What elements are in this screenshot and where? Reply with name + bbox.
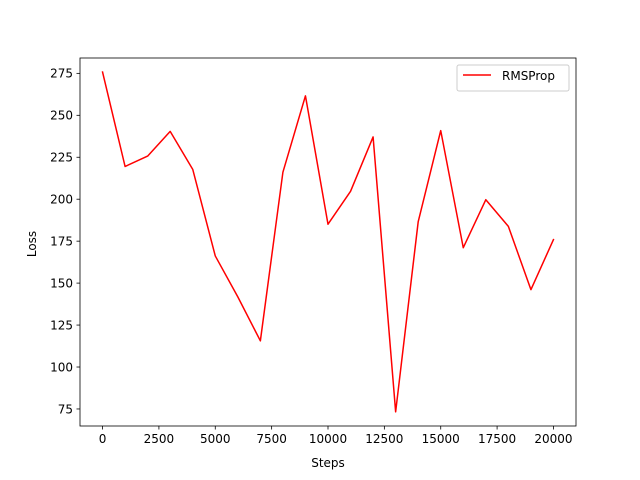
series-line-rmsprop	[101, 71, 555, 413]
y-tick-label: 225	[50, 151, 73, 165]
x-axis-ticks: 0 2500 5000 7500 10000 12500 15000 17500 20000	[99, 426, 573, 446]
x-tick-label: 20000	[534, 432, 572, 446]
y-tick-label: 275	[50, 67, 73, 81]
y-tick-label: 100	[50, 360, 73, 374]
x-tick-label: 17500	[478, 432, 516, 446]
y-tick-label: 75	[58, 402, 73, 416]
x-tick-label: 15000	[422, 432, 460, 446]
legend: RMSProp	[456, 64, 570, 92]
y-axis-ticks: 75 100 125 150 175 200 225 250 275	[50, 67, 80, 416]
x-tick-label: 0	[99, 432, 107, 446]
legend-box	[456, 64, 570, 92]
y-tick-label: 125	[50, 318, 73, 332]
x-tick-label: 12500	[365, 432, 403, 446]
y-tick-label: 250	[50, 109, 73, 123]
x-tick-label: 2500	[144, 432, 175, 446]
y-tick-label: 200	[50, 193, 73, 207]
y-tick-label: 150	[50, 276, 73, 290]
y-axis-label: Loss	[25, 231, 39, 257]
x-axis-label: Steps	[311, 456, 345, 470]
x-tick-label: 5000	[200, 432, 231, 446]
y-tick-label: 175	[50, 234, 73, 248]
legend-label-rmsprop: RMSProp	[502, 69, 555, 83]
x-tick-label: 7500	[256, 432, 287, 446]
x-tick-label: 10000	[309, 432, 347, 446]
